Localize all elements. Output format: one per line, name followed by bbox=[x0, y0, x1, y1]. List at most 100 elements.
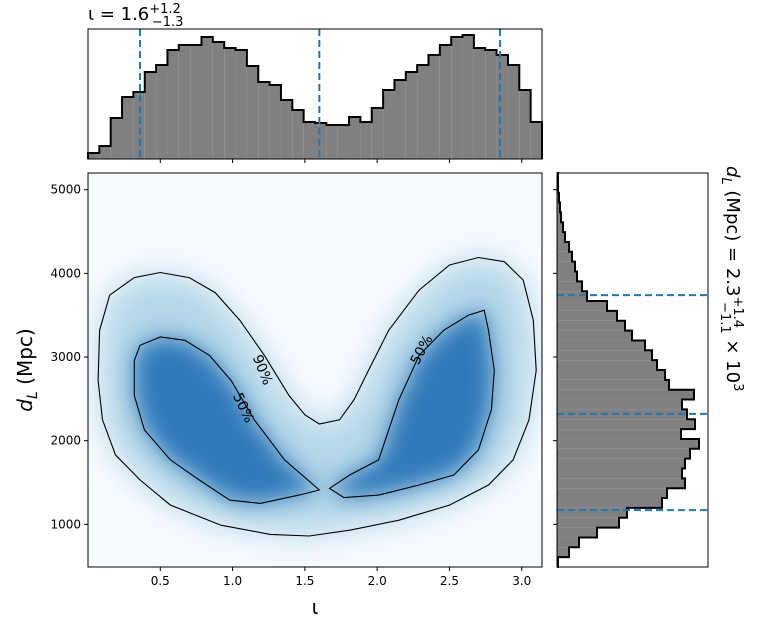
histogram-bar bbox=[557, 379, 669, 390]
histogram-bar bbox=[326, 125, 338, 159]
histogram-bar bbox=[557, 507, 627, 518]
title-base: ι = 1.6 bbox=[88, 4, 149, 25]
title-sub: −1.3 bbox=[152, 15, 184, 30]
histogram-bar bbox=[190, 45, 202, 159]
y-tick-label: 1000 bbox=[50, 517, 81, 531]
histogram-bar bbox=[122, 97, 134, 159]
histogram-bar bbox=[235, 50, 247, 159]
title-tail-sup: 3 bbox=[730, 383, 745, 391]
histogram-bar bbox=[462, 35, 474, 159]
histogram-bar bbox=[557, 429, 681, 439]
x-tick-label: 1.0 bbox=[223, 574, 242, 588]
histogram-bar bbox=[88, 153, 100, 159]
histogram-bar bbox=[557, 537, 579, 548]
histogram-bar bbox=[315, 123, 327, 159]
x-tick-label: 2.0 bbox=[368, 574, 387, 588]
histogram-bar bbox=[496, 55, 508, 159]
y-tick-label: 5000 bbox=[50, 183, 81, 197]
histogram-bar bbox=[557, 301, 607, 311]
histogram-bar bbox=[394, 80, 406, 159]
histogram-bar bbox=[557, 281, 582, 292]
histogram-bar bbox=[557, 251, 572, 262]
histogram-bar bbox=[557, 517, 619, 528]
y-tick-label: 2000 bbox=[50, 434, 81, 448]
x-tick-label: 0.5 bbox=[151, 574, 170, 588]
histogram-bar bbox=[371, 108, 384, 159]
histogram-bar bbox=[557, 419, 695, 430]
histogram-bar bbox=[557, 310, 617, 321]
histogram-bar bbox=[201, 37, 213, 159]
histogram-bar bbox=[110, 118, 123, 159]
histogram-bar bbox=[258, 82, 270, 159]
panel-title: ι = 1.6+1.2 −1.3 bbox=[88, 2, 183, 30]
histogram-bar bbox=[405, 72, 418, 159]
histogram-bar bbox=[337, 125, 350, 159]
histogram-bar bbox=[557, 468, 682, 479]
x-tick-label: 3.0 bbox=[512, 574, 531, 588]
title-base: d bbox=[722, 166, 743, 178]
x-tick-label: 1.5 bbox=[295, 574, 314, 588]
histogram-bar bbox=[269, 85, 281, 159]
y-label-base: d bbox=[13, 399, 37, 412]
histogram-bar bbox=[292, 110, 304, 159]
histogram-bar bbox=[167, 50, 179, 159]
histogram-bar bbox=[383, 90, 395, 159]
histogram-bar bbox=[349, 117, 361, 159]
histogram-bar bbox=[144, 72, 157, 159]
y-label-rest: (Mpc) bbox=[13, 328, 37, 391]
histogram-bar bbox=[133, 92, 145, 159]
histogram-outline bbox=[87, 34, 543, 159]
histogram-bar bbox=[473, 48, 486, 159]
histogram-bar bbox=[557, 330, 632, 341]
histogram-bar bbox=[557, 350, 652, 361]
histogram-bar bbox=[557, 222, 563, 233]
histogram-bar bbox=[557, 448, 690, 459]
histogram-bar bbox=[557, 261, 575, 272]
title-sup: +1.4 bbox=[730, 296, 745, 328]
y-axis-label: dL (Mpc) bbox=[13, 328, 41, 411]
histogram-bar bbox=[224, 48, 236, 159]
histogram-bar bbox=[557, 478, 685, 489]
contour-line bbox=[328, 309, 495, 499]
title-sup: +1.2 bbox=[149, 2, 181, 17]
histogram-bar bbox=[557, 547, 569, 558]
histogram-bar bbox=[417, 65, 429, 159]
histogram-bar bbox=[485, 50, 497, 159]
histogram-bar bbox=[557, 320, 625, 331]
y-label-sub: L bbox=[25, 391, 41, 399]
histogram-bar bbox=[156, 65, 168, 159]
histogram-bar bbox=[557, 498, 662, 508]
title-base-sub: L bbox=[718, 177, 733, 184]
contour-line bbox=[97, 256, 537, 537]
title-mid: (Mpc) = 2.3 bbox=[722, 185, 743, 297]
histogram-outline bbox=[557, 172, 700, 568]
histogram-bar bbox=[557, 232, 565, 242]
histogram-bar bbox=[557, 340, 645, 351]
histogram-bar bbox=[557, 399, 682, 410]
histogram-bar bbox=[557, 241, 569, 252]
histogram-bar bbox=[557, 527, 597, 538]
histogram-bar bbox=[280, 100, 293, 159]
histogram-bar bbox=[530, 122, 542, 159]
histogram-bar bbox=[246, 66, 259, 159]
x-tick-label: 2.5 bbox=[440, 574, 459, 588]
histogram-bar bbox=[99, 146, 111, 159]
y-tick-label: 3000 bbox=[50, 350, 81, 364]
plot-frame bbox=[87, 172, 543, 568]
contour-line bbox=[133, 336, 321, 504]
title-sub: −1.1 bbox=[717, 302, 732, 334]
histogram-bar bbox=[557, 438, 699, 449]
histogram-bar bbox=[428, 55, 440, 159]
histogram-bar bbox=[439, 45, 452, 159]
histogram-bar bbox=[557, 370, 665, 380]
histogram-bar bbox=[557, 488, 667, 499]
heatmap bbox=[98, 257, 537, 536]
histogram-bar bbox=[557, 389, 694, 400]
title-tail: × 10 bbox=[722, 334, 743, 383]
panel-title: dL (Mpc) = 2.3+1.4−1.1 × 103 bbox=[717, 166, 745, 391]
histogram-bar bbox=[557, 202, 560, 213]
histogram-bar bbox=[303, 122, 315, 159]
histogram-bar bbox=[557, 212, 561, 223]
